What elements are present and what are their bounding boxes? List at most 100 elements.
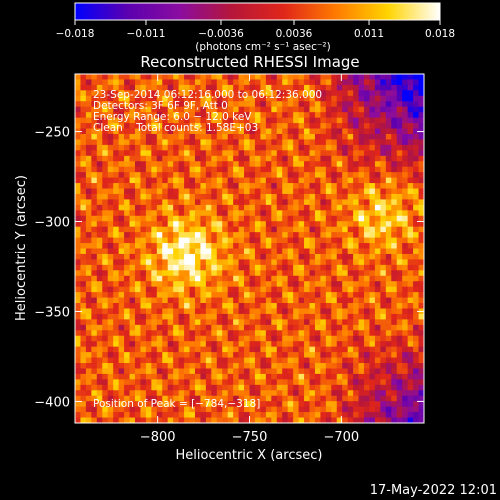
heatmap-cell <box>107 204 114 211</box>
heatmap-cell <box>402 188 409 195</box>
heatmap-cell <box>298 253 305 260</box>
heatmap-cell <box>102 417 109 423</box>
heatmap-cell <box>331 346 338 353</box>
heatmap-cell <box>396 352 403 359</box>
heatmap-cell <box>205 188 212 195</box>
heatmap-cell <box>380 319 387 326</box>
heatmap-cell <box>413 357 420 364</box>
heatmap-cell <box>309 286 316 293</box>
heatmap-cell <box>200 172 207 179</box>
heatmap-cell <box>222 259 229 266</box>
heatmap-cell <box>249 346 256 353</box>
heatmap-cell <box>151 243 158 250</box>
heatmap-cell <box>129 155 136 162</box>
heatmap-cell <box>129 346 136 353</box>
heatmap-cell <box>331 210 338 217</box>
heatmap-cell <box>347 259 354 266</box>
heatmap-cell <box>325 363 332 370</box>
heatmap-cell <box>113 183 120 190</box>
heatmap-cell <box>200 417 207 423</box>
heatmap-cell <box>314 417 321 423</box>
heatmap-cell <box>287 144 294 151</box>
heatmap-cell <box>107 237 114 244</box>
heatmap-cell <box>276 188 283 195</box>
heatmap-cell <box>304 286 311 293</box>
heatmap-cell <box>293 259 300 266</box>
heatmap-cell <box>145 177 152 184</box>
heatmap-cell <box>211 297 218 304</box>
heatmap-cell <box>129 199 136 206</box>
heatmap-cell <box>336 330 343 337</box>
heatmap-cell <box>189 74 196 81</box>
heatmap-cell <box>184 373 191 380</box>
heatmap-cell <box>140 357 147 364</box>
heatmap-cell <box>293 221 300 228</box>
heatmap-cell <box>309 150 316 157</box>
heatmap-cell <box>282 253 289 260</box>
heatmap-cell <box>374 248 381 255</box>
heatmap-cell <box>129 401 136 408</box>
heatmap-cell <box>113 313 120 320</box>
heatmap-cell <box>391 335 398 342</box>
heatmap-cell <box>254 248 261 255</box>
heatmap-cell <box>402 270 409 277</box>
heatmap-cell <box>380 84 387 91</box>
heatmap-cell <box>314 319 321 326</box>
heatmap-cell <box>271 303 278 310</box>
heatmap-cell <box>342 346 349 353</box>
heatmap-cell <box>358 117 365 124</box>
heatmap-cell <box>407 155 414 162</box>
heatmap-cell <box>140 352 147 359</box>
heatmap-cell <box>325 324 332 331</box>
heatmap-cell <box>205 368 212 375</box>
heatmap-cell <box>418 352 424 359</box>
heatmap-cell <box>151 128 158 135</box>
heatmap-cell <box>238 79 245 86</box>
heatmap-cell <box>118 308 125 315</box>
heatmap-cell <box>227 226 234 233</box>
heatmap-cell <box>413 384 420 391</box>
heatmap-cell <box>374 357 381 364</box>
heatmap-cell <box>184 264 191 271</box>
heatmap-cell <box>80 226 87 233</box>
heatmap-cell <box>80 259 87 266</box>
heatmap-cell <box>216 243 223 250</box>
heatmap-cell <box>216 259 223 266</box>
heatmap-cell <box>140 226 147 233</box>
heatmap-cell <box>178 384 185 391</box>
heatmap-cell <box>118 243 125 250</box>
heatmap-cell <box>418 95 424 102</box>
heatmap-cell <box>107 150 114 157</box>
heatmap-cell <box>194 204 202 211</box>
heatmap-cell <box>293 84 300 91</box>
heatmap-cell <box>145 308 152 315</box>
heatmap-cell <box>162 406 169 413</box>
heatmap-cell <box>271 221 278 228</box>
heatmap-cell <box>293 204 300 211</box>
heatmap-cell <box>320 412 327 419</box>
heatmap-cell <box>80 352 87 359</box>
heatmap-cell <box>145 417 152 423</box>
heatmap-cell <box>189 379 196 386</box>
heatmap-cell <box>140 259 147 266</box>
heatmap-cell <box>298 155 305 162</box>
heatmap-cell <box>118 324 125 331</box>
heatmap-cell <box>358 308 365 315</box>
heatmap-cell <box>216 406 223 413</box>
heatmap-cell <box>156 313 163 320</box>
heatmap-cell <box>184 106 191 113</box>
heatmap-cell <box>342 406 349 413</box>
heatmap-cell <box>282 319 289 326</box>
heatmap-cell <box>374 128 381 135</box>
heatmap-cell <box>265 275 272 282</box>
heatmap-cell <box>391 352 398 359</box>
heatmap-cell <box>167 352 174 359</box>
heatmap-cell <box>173 319 180 326</box>
heatmap-cell <box>134 259 142 266</box>
heatmap-cell <box>407 79 414 86</box>
heatmap-cell <box>265 123 272 130</box>
heatmap-cell <box>227 204 234 211</box>
heatmap-cell <box>205 84 212 91</box>
heatmap-cell <box>374 297 381 304</box>
heatmap-cell <box>162 74 169 81</box>
